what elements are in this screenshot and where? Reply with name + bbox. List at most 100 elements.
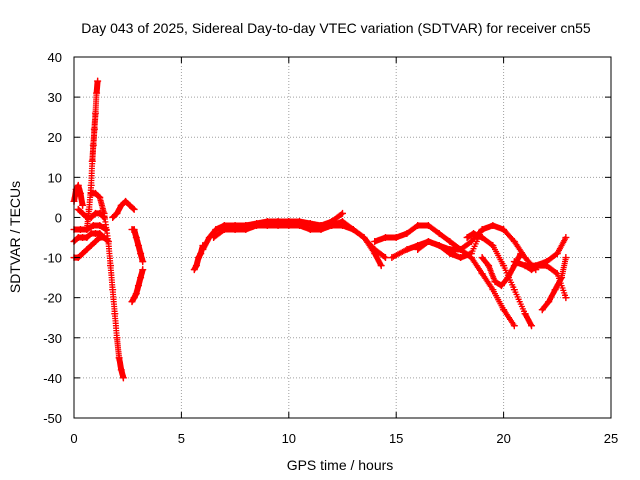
data-point [139,258,147,266]
data-series [463,229,536,330]
data-point [424,221,432,229]
data-point [109,286,117,294]
data-series [109,197,138,221]
data-point [543,262,551,270]
data-point [130,225,138,233]
data-point [88,157,96,165]
y-tick-label: -10 [43,251,62,266]
data-point [562,234,570,241]
data-point [403,246,411,254]
x-tick-label: 10 [282,431,296,446]
data-point [381,254,389,262]
data-series [478,250,525,290]
data-point [392,234,400,241]
data-point [446,250,454,258]
data-point [91,238,99,246]
data-point [381,234,389,241]
data-point [562,254,570,262]
data-point [510,322,518,330]
data-point [192,262,200,270]
data-point [339,209,346,217]
y-tick-label: 40 [48,50,62,65]
data-point [424,238,432,246]
data-point [504,274,512,282]
data-series [87,189,127,382]
data-point [263,219,271,227]
data-point [349,225,357,233]
data-point [126,201,134,209]
data-point [551,286,559,294]
data-point [510,258,518,266]
data-point [489,221,497,229]
data-point [137,274,145,282]
data-point [83,234,91,241]
data-point [403,229,411,237]
data-point [107,262,115,270]
data-point [122,197,130,205]
data-point [377,262,385,270]
data-point [446,238,454,246]
data-point [117,201,125,209]
data-point [93,89,101,97]
axis-ticks: 0 5 10 15 20 25 -50 -40 -30 -20 -10 0 10 20 30 40 [43,50,618,446]
data-point [220,221,228,229]
data-point [517,250,525,258]
data-point [360,234,368,241]
data-point [435,242,443,250]
data-point [457,246,465,254]
data-point [87,181,95,189]
data-point [128,298,136,306]
data-series [128,266,147,306]
data-point [489,242,497,250]
data-point [85,205,93,213]
data-point [521,310,529,318]
data-point [76,189,84,197]
y-tick-label: 0 [55,210,62,225]
data-point [90,125,98,133]
data-point [285,217,293,225]
data-point [491,278,499,286]
data-series [70,181,87,209]
x-axis-label: GPS time / hours [287,457,394,473]
data-point [489,286,497,294]
data-point [113,334,121,342]
data-point [328,217,336,225]
data-point [339,217,346,225]
x-tick-label: 5 [178,431,185,446]
y-tick-label: -40 [43,371,62,386]
data-point [478,225,486,233]
data-point [89,141,97,149]
data-point [74,205,82,213]
data-point [510,238,518,246]
data-point [545,298,553,306]
x-tick-label: 15 [389,431,403,446]
data-point [371,246,379,254]
data-point [414,221,422,229]
data-point [130,205,138,213]
data-series [538,254,570,314]
data-point [467,250,475,258]
data-point [89,221,97,229]
data-point [478,270,486,278]
data-point [317,221,325,229]
data-point [79,201,87,209]
data-point [87,242,95,250]
data-point [306,221,314,229]
data-point [534,262,542,270]
y-axis-label: SDTVAR / TECUs [7,181,23,293]
data-series [521,262,570,302]
data-point [109,213,117,221]
data-point [96,221,104,229]
x-tick-label: 25 [604,431,618,446]
data-point [96,229,104,237]
data-point [96,193,104,201]
y-tick-label: 20 [48,130,62,145]
data-point [115,354,123,362]
data-point [117,366,125,374]
data-point [521,254,529,262]
x-tick-label: 0 [70,431,77,446]
data-point [467,238,475,246]
data-point [119,374,127,382]
data-point [521,262,529,270]
data-point [388,254,396,262]
